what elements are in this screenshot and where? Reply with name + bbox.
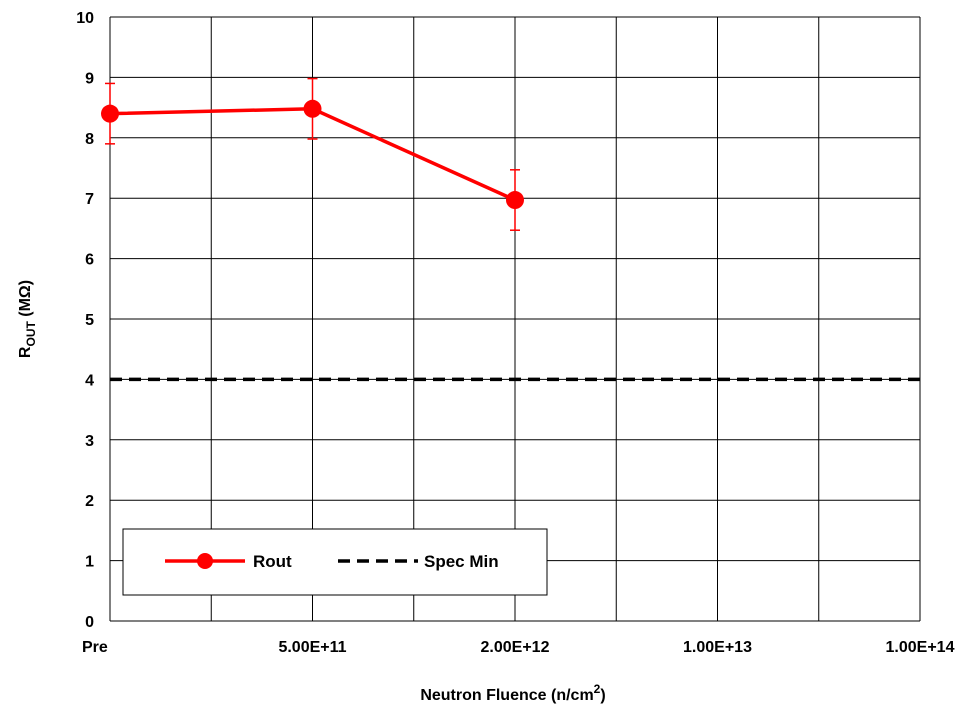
legend-spec-label: Spec Min (424, 552, 499, 571)
legend: Rout Spec Min (122, 528, 548, 596)
series-layer (101, 77, 920, 382)
y-tick-label: 3 (85, 433, 94, 450)
y-tick-label: 2 (85, 493, 94, 510)
y-tick-label: 5 (85, 312, 94, 329)
legend-rout-marker (197, 553, 213, 569)
y-tick-label: 10 (76, 10, 94, 27)
y-tick-label: 7 (85, 191, 94, 208)
rout-point (303, 99, 322, 118)
x-tick-labels: Pre 5.00E+11 2.00E+12 1.00E+13 1.00E+14 (82, 639, 955, 656)
legend-rout-label: Rout (253, 552, 292, 571)
x-tick-label: 1.00E+14 (886, 639, 955, 656)
y-axis-title-suffix: (MΩ) (17, 280, 34, 321)
x-axis-title-superscript: 2 (594, 682, 601, 696)
y-tick-labels: 0 1 2 3 4 5 6 7 8 9 10 (76, 10, 94, 631)
rout-point (506, 191, 524, 210)
y-tick-label: 4 (85, 372, 94, 389)
y-tick-label: 1 (85, 554, 94, 571)
x-axis-title-suffix: ) (600, 687, 605, 704)
y-tick-label: 9 (85, 70, 94, 87)
x-tick-label: 2.00E+12 (481, 639, 550, 656)
y-axis-title-subscript: OUT (24, 321, 38, 347)
y-tick-label: 8 (85, 131, 94, 148)
y-axis-title-main: R (17, 346, 34, 358)
x-tick-label: 5.00E+11 (278, 639, 346, 656)
x-tick-label: 1.00E+13 (683, 639, 752, 656)
y-tick-label: 6 (85, 252, 94, 269)
rout-point (101, 104, 119, 123)
x-axis-title-main: Neutron Fluence (n/cm (420, 687, 593, 704)
x-tick-label: Pre (82, 639, 108, 656)
y-axis-title: ROUT (MΩ) (17, 280, 38, 358)
x-axis-title: Neutron Fluence (n/cm2) (420, 682, 605, 704)
y-tick-label: 0 (85, 614, 94, 631)
